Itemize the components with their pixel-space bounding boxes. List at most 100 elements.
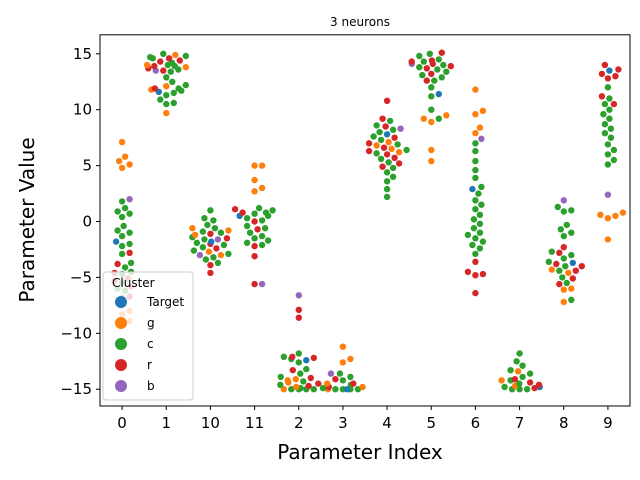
point-c-param-7 xyxy=(519,363,525,369)
point-c-param-4 xyxy=(390,165,396,171)
point-c-param-7 xyxy=(507,367,513,373)
point-r-param-8 xyxy=(553,261,559,267)
point-c-param-10 xyxy=(191,247,197,253)
point-g-param-5 xyxy=(428,158,434,164)
point-r-param-8 xyxy=(561,244,567,250)
point-c-param-1 xyxy=(183,82,189,88)
point-r-param-10 xyxy=(207,262,213,268)
point-r-param-0 xyxy=(114,261,120,267)
y-axis-title: Parameter Value xyxy=(15,137,39,302)
point-c-param-2 xyxy=(281,354,287,360)
point-c-param-11 xyxy=(247,230,253,236)
point-c-param-0 xyxy=(114,208,120,214)
point-r-param-9 xyxy=(602,62,608,68)
point-g-param-3 xyxy=(340,344,346,350)
point-g-param-5 xyxy=(443,112,449,118)
point-c-param-10 xyxy=(221,242,227,248)
point-r-param-3 xyxy=(350,380,356,386)
point-c-param-8 xyxy=(561,208,567,214)
x-tick-label: 9 xyxy=(603,414,613,432)
point-c-param-9 xyxy=(611,157,617,163)
point-c-param-6 xyxy=(475,190,481,196)
point-c-param-11 xyxy=(244,215,250,221)
legend: Cluster Targetgcrb xyxy=(103,272,193,400)
point-r-param-8 xyxy=(579,263,585,269)
y-tick-label: 10 xyxy=(73,101,92,119)
point-r-param-1 xyxy=(152,85,158,91)
point-c-param-5 xyxy=(421,58,427,64)
point-g-param-11 xyxy=(259,162,265,168)
legend-label-target: Target xyxy=(146,295,184,309)
point-r-param-3 xyxy=(332,376,338,382)
point-c-param-11 xyxy=(244,223,250,229)
point-c-param-2 xyxy=(296,350,302,356)
point-r-param-11 xyxy=(239,209,245,215)
point-c-param-11 xyxy=(259,217,265,223)
point-c-param-1 xyxy=(183,53,189,59)
point-b-param-4 xyxy=(397,126,403,132)
point-c-param-0 xyxy=(119,214,125,220)
point-g-param-1 xyxy=(183,64,189,70)
point-g-param-9 xyxy=(620,209,626,215)
point-g-param-8 xyxy=(565,270,571,276)
point-c-param-5 xyxy=(416,53,422,59)
point-g-param-7 xyxy=(515,368,521,374)
point-r-param-4 xyxy=(366,148,372,154)
point-target-param-0 xyxy=(113,238,119,244)
point-g-param-1 xyxy=(163,110,169,116)
point-c-param-1 xyxy=(171,100,177,106)
point-r-param-6 xyxy=(472,259,478,265)
point-r-param-1 xyxy=(151,63,157,69)
point-g-param-6 xyxy=(480,108,486,114)
point-c-param-5 xyxy=(416,64,422,70)
point-c-param-6 xyxy=(465,232,471,238)
x-tick-label: 1 xyxy=(161,414,171,432)
x-axis-title: Parameter Index xyxy=(277,440,443,464)
point-r-param-11 xyxy=(232,206,238,212)
point-c-param-8 xyxy=(559,274,565,280)
point-c-param-8 xyxy=(564,280,570,286)
point-c-param-9 xyxy=(602,130,608,136)
x-tick-label: 10 xyxy=(201,414,220,432)
point-r-param-4 xyxy=(366,140,372,146)
y-tick-label: −15 xyxy=(60,380,92,398)
point-r-param-2 xyxy=(305,383,311,389)
point-g-param-3 xyxy=(347,356,353,362)
point-r-param-11 xyxy=(251,253,257,259)
point-c-param-11 xyxy=(262,225,268,231)
point-c-param-5 xyxy=(428,107,434,113)
point-c-param-11 xyxy=(244,240,250,246)
point-g-param-8 xyxy=(549,266,555,272)
point-c-param-3 xyxy=(332,386,338,392)
point-r-param-11 xyxy=(251,281,257,287)
point-c-param-6 xyxy=(478,202,484,208)
point-c-param-1 xyxy=(157,96,163,102)
point-g-param-0 xyxy=(119,139,125,145)
point-r-param-5 xyxy=(424,77,430,83)
point-c-param-6 xyxy=(480,238,486,244)
point-c-param-5 xyxy=(443,69,449,75)
point-r-param-2 xyxy=(311,355,317,361)
point-b-param-11 xyxy=(259,281,265,287)
point-b-param-9 xyxy=(605,192,611,198)
point-g-param-3 xyxy=(324,380,330,386)
point-c-param-2 xyxy=(277,382,283,388)
point-c-param-10 xyxy=(200,228,206,234)
point-g-param-4 xyxy=(385,139,391,145)
point-r-param-11 xyxy=(251,218,257,224)
point-c-param-6 xyxy=(472,197,478,203)
x-tick-label: 5 xyxy=(426,414,436,432)
point-r-param-9 xyxy=(599,71,605,77)
legend-label-g: g xyxy=(147,316,155,330)
point-b-param-10 xyxy=(215,236,221,242)
point-g-param-4 xyxy=(373,142,379,148)
point-g-param-0 xyxy=(126,161,132,167)
point-c-param-7 xyxy=(519,374,525,380)
point-c-param-9 xyxy=(606,95,612,101)
x-tick-label: 6 xyxy=(471,414,481,432)
point-c-param-9 xyxy=(611,147,617,153)
point-r-param-6 xyxy=(472,272,478,278)
point-c-param-5 xyxy=(436,56,442,62)
point-c-param-8 xyxy=(562,263,568,269)
